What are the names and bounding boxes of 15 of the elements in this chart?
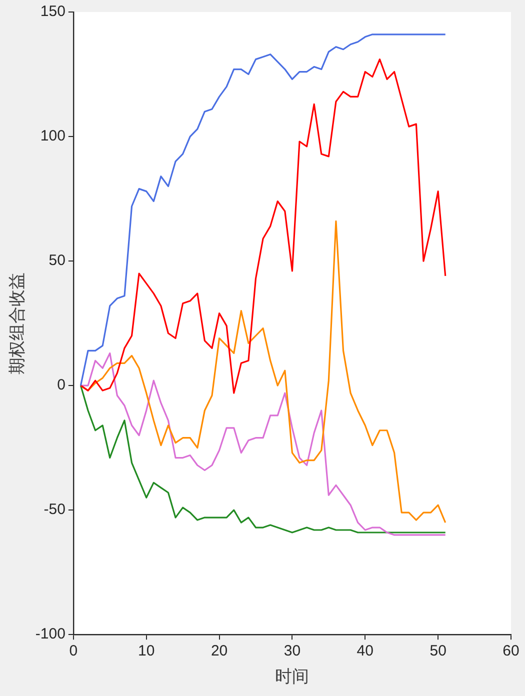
y-tick-label: 0	[57, 376, 66, 394]
x-tick-label: 50	[430, 642, 446, 660]
y-axis-title: 期权组合收益	[8, 272, 28, 374]
x-tick-label: 20	[210, 642, 228, 660]
x-tick-label: 40	[356, 642, 374, 660]
x-axis-title: 时间	[275, 667, 310, 688]
y-tick-label: 100	[40, 128, 66, 145]
y-tick-label: -100	[35, 626, 66, 643]
x-tick-label: 10	[138, 642, 155, 660]
y-tick-label: -50	[44, 501, 66, 518]
x-tick-label: 30	[284, 642, 301, 660]
x-tick-label: 0	[69, 642, 78, 660]
x-tick-label: 60	[502, 642, 520, 660]
y-tick-label: 50	[48, 252, 66, 270]
y-tick-label: 150	[40, 3, 66, 20]
